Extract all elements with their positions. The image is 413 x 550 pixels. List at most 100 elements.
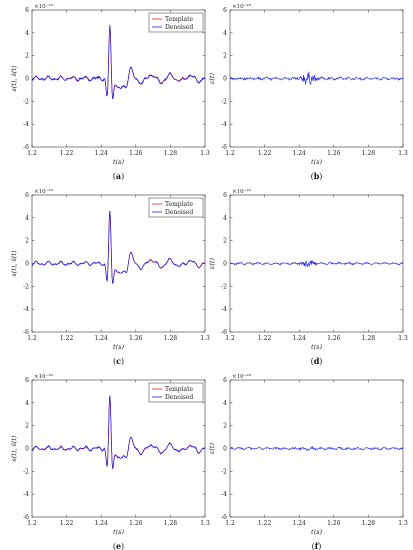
- y-tick-label: 6: [223, 192, 227, 199]
- y-tick-label: 4: [25, 30, 29, 37]
- x-tick-label: 1.22: [258, 150, 272, 157]
- y-tick-label: 2: [223, 423, 227, 430]
- subfigure-label: (d): [311, 356, 323, 366]
- y-tick-label: 0: [223, 446, 227, 453]
- y-tick-label: 4: [223, 400, 227, 407]
- x-tick-label: 1.28: [362, 150, 376, 157]
- x-tick-label: 1.3: [398, 335, 408, 342]
- y-tick-label: 0: [25, 261, 29, 268]
- legend-box: [148, 197, 204, 218]
- y-tick-label: -4: [23, 306, 29, 313]
- x-tick-label: 1.2: [27, 520, 37, 527]
- y-tick-label: 6: [25, 7, 29, 14]
- y-tick-label: -6: [23, 144, 29, 151]
- y-tick-label: -4: [221, 306, 227, 313]
- x-tick-label: 1.22: [258, 520, 272, 527]
- y-tick-label: -2: [23, 468, 29, 475]
- x-axis-label: t(s): [311, 343, 322, 351]
- x-tick-label: 1.3: [200, 520, 210, 527]
- panel-f: 1.2 1.22 1.24 1.26 1.28 1.3 -6 -4 -2 0 2 4 6 ×10⁻²⁰ t(…: [208, 373, 408, 550]
- subfigure-label-close: ): [318, 542, 321, 550]
- y-tick-label: -2: [221, 468, 227, 475]
- y-axis-label: s(t), ŝ(t): [10, 250, 18, 277]
- x-tick-label: 1.24: [95, 520, 109, 527]
- x-tick-label: 1.28: [362, 335, 376, 342]
- x-tick-label: 1.3: [398, 150, 408, 157]
- y-tick-label: -4: [23, 491, 29, 498]
- y-tick-label: 6: [223, 7, 227, 14]
- y-tick-label: -2: [221, 283, 227, 290]
- x-tick-label: 1.2: [27, 150, 37, 157]
- x-tick-label: 1.28: [164, 150, 178, 157]
- legend-label-denoised: Denoised: [165, 394, 193, 401]
- x-tick-label: 1.28: [164, 520, 178, 527]
- subfigure-label-open: (: [113, 542, 116, 550]
- subfigure-label-open: (: [311, 172, 314, 181]
- y-tick-label: 0: [25, 76, 29, 83]
- y-tick-label: -6: [221, 514, 227, 521]
- panel-c: 1.2 1.22 1.24 1.26 1.28 1.3 -6 -4 -2 0 2 4 6 ×10⁻²⁰ t(…: [10, 188, 210, 366]
- x-tick-label: 1.26: [327, 335, 341, 342]
- y-axis-label: ε(t): [208, 257, 216, 269]
- panel-a: 1.2 1.22 1.24 1.26 1.28 1.3 -6 -4 -2 0 2 4 6 ×10⁻²⁰ t(…: [10, 3, 210, 181]
- plot-frame: [229, 194, 404, 333]
- y-axis-label: ε(t): [208, 72, 216, 84]
- y-axis-label: s(t), ŝ(t): [10, 435, 18, 462]
- x-tick-label: 1.3: [200, 335, 210, 342]
- legend-box: [148, 382, 204, 403]
- y-tick-label: 0: [223, 261, 227, 268]
- y-exponent-label: ×10⁻²⁰: [34, 3, 54, 10]
- y-tick-label: -4: [221, 491, 227, 498]
- x-tick-label: 1.22: [60, 150, 74, 157]
- legend-label-denoised: Denoised: [165, 24, 193, 31]
- y-tick-label: 6: [223, 377, 227, 384]
- denoised-series-line: [32, 24, 205, 100]
- x-tick-label: 1.22: [60, 335, 74, 342]
- x-tick-label: 1.2: [225, 150, 235, 157]
- x-axis-label: t(s): [113, 158, 124, 166]
- y-exponent-label: ×10⁻²⁰: [34, 373, 54, 380]
- subfigure-label-letter: c: [116, 356, 121, 366]
- legend-label-template: Template: [165, 386, 194, 393]
- denoised-series-line: [32, 210, 205, 284]
- subfigure-label-letter: b: [314, 171, 320, 181]
- y-exponent-label: ×10⁻²⁰: [232, 188, 252, 195]
- x-axis-label: t(s): [113, 343, 124, 351]
- subfigure-label-letter: e: [116, 541, 121, 550]
- y-tick-label: -6: [23, 329, 29, 336]
- y-tick-label: -6: [23, 514, 29, 521]
- x-axis-label: t(s): [113, 528, 124, 536]
- y-tick-label: -6: [221, 144, 227, 151]
- legend-label-template: Template: [165, 16, 194, 23]
- y-tick-label: -6: [221, 329, 227, 336]
- y-tick-label: 2: [25, 238, 29, 245]
- subfigure-label: (b): [311, 171, 323, 181]
- subfigure-label-open: (: [312, 542, 315, 550]
- x-tick-label: 1.24: [293, 520, 307, 527]
- y-tick-label: -2: [23, 283, 29, 290]
- x-tick-label: 1.22: [258, 335, 272, 342]
- x-tick-label: 1.24: [293, 335, 307, 342]
- subfigure-label-letter: f: [315, 541, 319, 550]
- x-tick-label: 1.26: [327, 150, 341, 157]
- residual-series-line: [230, 71, 403, 85]
- y-axis-label: s(t), ŝ(t): [10, 65, 18, 92]
- subfigure-label-open: (: [113, 357, 116, 366]
- subfigure-label: (c): [113, 356, 124, 366]
- y-exponent-label: ×10⁻²⁰: [232, 373, 252, 380]
- x-tick-label: 1.2: [27, 335, 37, 342]
- y-tick-label: 4: [223, 30, 227, 37]
- subfigure-label: (f): [312, 541, 322, 550]
- legend-box: [148, 12, 204, 33]
- subfigure-label: (a): [113, 171, 124, 181]
- x-tick-label: 1.22: [60, 520, 74, 527]
- y-tick-label: 0: [223, 76, 227, 83]
- panel-b: 1.2 1.22 1.24 1.26 1.28 1.3 -6 -4 -2 0 2 4 6 ×10⁻²⁰ t(…: [208, 3, 408, 181]
- y-tick-label: 4: [25, 215, 29, 222]
- x-axis-label: t(s): [311, 158, 322, 166]
- y-tick-label: -2: [221, 98, 227, 105]
- legend-label-denoised: Denoised: [165, 209, 193, 216]
- x-tick-label: 1.2: [225, 335, 235, 342]
- y-tick-label: 2: [223, 238, 227, 245]
